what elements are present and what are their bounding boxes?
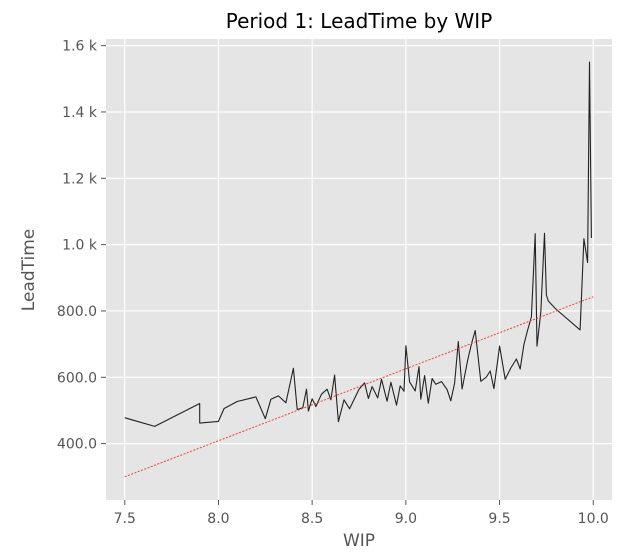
leadtime-series-line — [124, 61, 592, 427]
x-tick-label: 10.0 — [578, 511, 609, 527]
ticks: 7.5 8.0 8.5 9.0 9.5 10.0 400.0 600.0 800.0 1.0 k 1… — [57, 39, 609, 527]
y-tick-label: 1.6 k — [62, 39, 98, 55]
x-tick-label: 8.0 — [207, 511, 229, 527]
grid — [106, 39, 612, 500]
y-tick-label: 800.0 — [57, 304, 97, 320]
series-group — [124, 61, 594, 478]
x-tick-label: 7.5 — [114, 511, 136, 527]
trend-line — [124, 296, 594, 478]
x-axis-label: WIP — [343, 531, 375, 551]
y-tick-label: 600.0 — [57, 370, 97, 386]
y-tick-label: 1.4 k — [62, 105, 98, 121]
chart-title: Period 1: LeadTime by WIP — [226, 9, 493, 33]
x-tick-label: 8.5 — [301, 511, 323, 527]
y-axis-label: LeadTime — [19, 229, 39, 311]
y-tick-label: 400.0 — [57, 437, 97, 453]
x-tick-label: 9.0 — [395, 511, 417, 527]
plot-area — [106, 39, 612, 500]
y-tick-label: 1.2 k — [62, 171, 98, 187]
y-tick-label: 1.0 k — [62, 238, 98, 254]
x-tick-label: 9.5 — [488, 511, 510, 527]
